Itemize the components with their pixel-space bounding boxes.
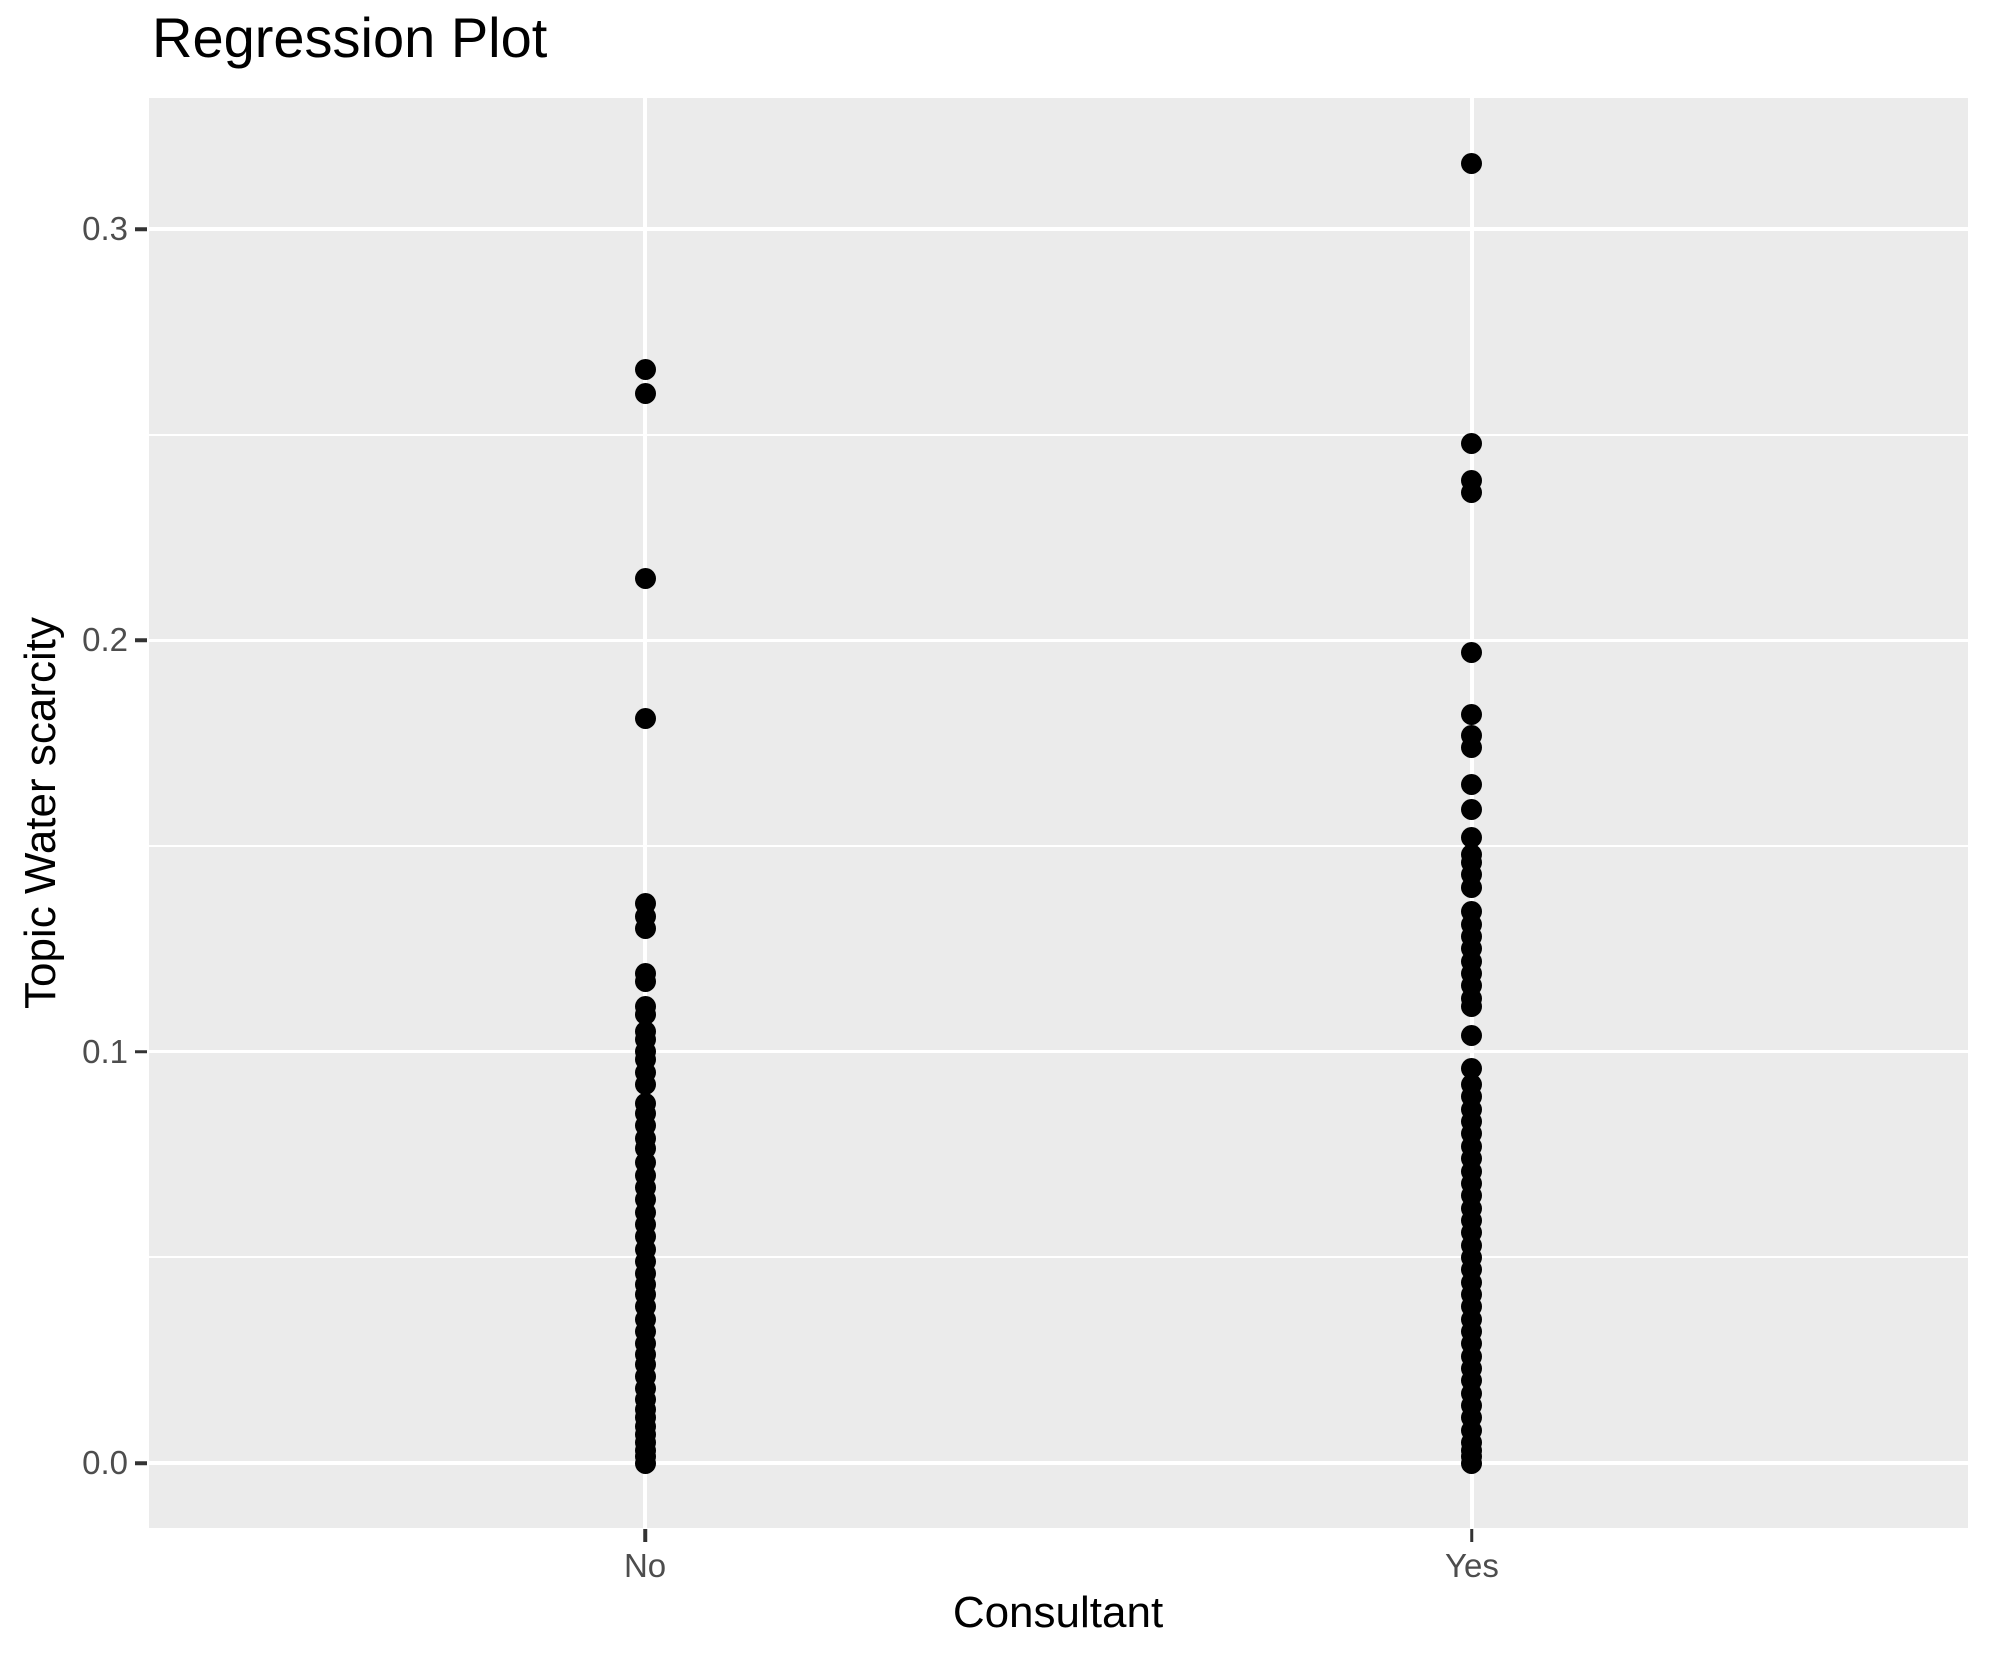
data-point	[1461, 481, 1483, 503]
data-point	[1461, 736, 1483, 758]
y-axis-tick	[135, 227, 147, 231]
data-point	[634, 1004, 656, 1026]
data-point	[634, 971, 656, 993]
x-tick-label: Yes	[1445, 1547, 1499, 1584]
x-axis-tick	[643, 1529, 647, 1542]
data-point	[634, 708, 656, 730]
gridline-minor-y	[149, 433, 1968, 436]
x-axis-tick	[1470, 1529, 1474, 1542]
y-tick-label: 0.2	[82, 621, 128, 659]
data-point	[1461, 152, 1483, 174]
data-point	[1461, 642, 1483, 664]
y-axis-tick	[135, 1461, 147, 1465]
data-point	[1461, 827, 1483, 849]
data-point	[1461, 773, 1483, 795]
gridline-major-y	[149, 1461, 1968, 1465]
data-point	[634, 568, 656, 590]
data-point	[634, 1074, 656, 1096]
y-tick-label: 0.1	[82, 1032, 128, 1070]
gridline-minor-y	[149, 845, 1968, 847]
plot-title: Regression Plot	[152, 6, 548, 69]
gridline-major-y	[149, 227, 1968, 231]
gridline-major-y	[149, 1049, 1968, 1054]
gridline-major-x	[643, 98, 647, 1528]
data-point	[1461, 876, 1483, 898]
data-point	[1461, 1024, 1483, 1046]
data-point	[1461, 996, 1483, 1017]
gridline-major-y	[149, 638, 1968, 643]
y-tick-label: 0.0	[82, 1444, 128, 1482]
data-point	[634, 1452, 656, 1474]
data-point	[1461, 798, 1483, 820]
data-point	[1461, 1452, 1483, 1474]
data-point	[1461, 1057, 1483, 1079]
data-point	[634, 383, 656, 405]
plot-panel	[149, 98, 1968, 1528]
y-tick-label: 0.3	[82, 210, 128, 248]
x-axis-title: Consultant	[952, 1588, 1164, 1637]
y-axis-tick	[135, 638, 147, 643]
x-tick-label: No	[623, 1547, 667, 1584]
data-point	[634, 917, 656, 939]
data-point	[1461, 703, 1483, 725]
data-point	[1461, 432, 1483, 454]
data-point	[634, 358, 656, 380]
y-axis-tick	[135, 1049, 147, 1054]
gridline-minor-y	[149, 1256, 1968, 1259]
